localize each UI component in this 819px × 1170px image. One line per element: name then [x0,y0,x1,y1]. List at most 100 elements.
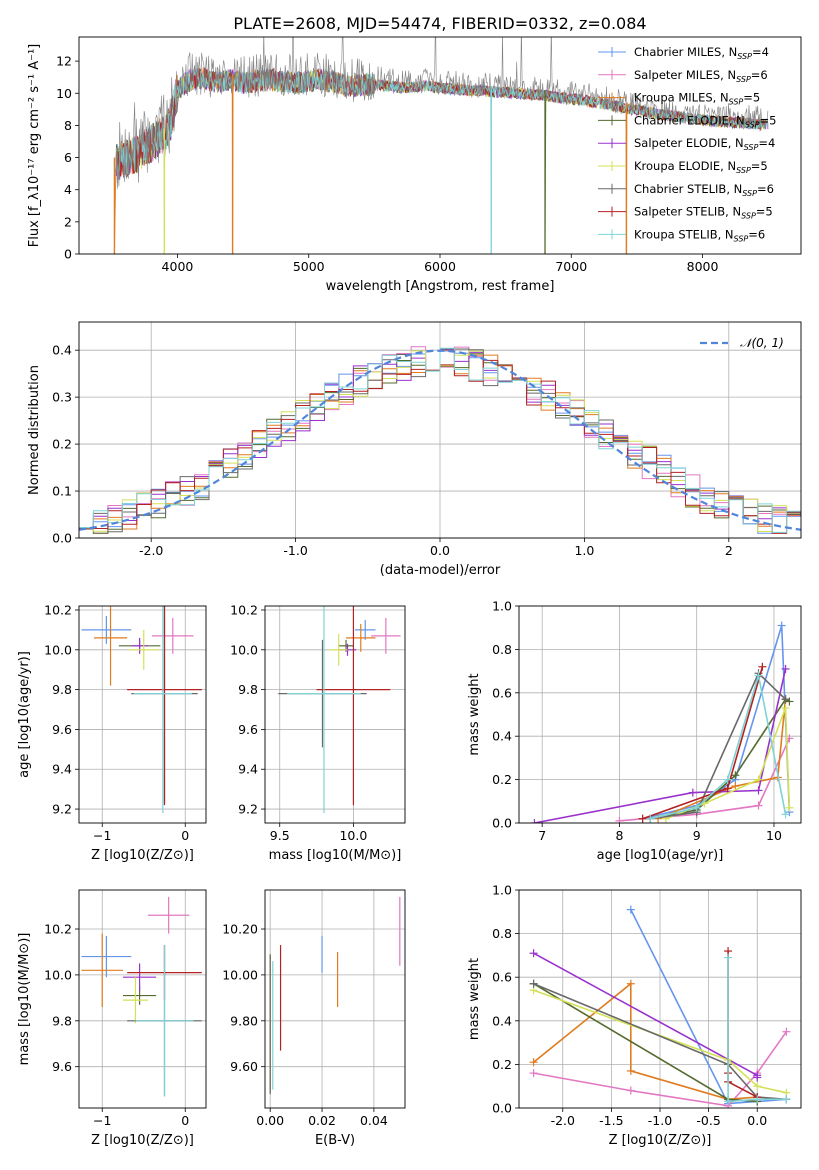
legend-label-value: =4 [752,45,769,59]
chart-age-vs-Z: −1 0 9.2 9.4 9.6 9.8 10.0 10.2 Z [log10(Z/Z⊙)] ag… [17,602,207,863]
legend-label-value: =5 [743,91,760,105]
y-tick-label: 9.2 [52,802,72,817]
error-bar-point [346,623,376,652]
plot-area [81,606,202,814]
legend-label-sub: SSP [736,75,751,84]
mass-weight-line [533,983,758,1103]
error-bar-point [127,606,202,806]
x-tick-label: 5000 [293,259,325,274]
mass-weight-point [731,771,740,780]
x-axis-label: mass [log10(M/M⊙)] [269,848,402,863]
y-tick-label: 10.20 [222,922,258,937]
mass-weight-point [731,782,740,791]
x-tick-label: -2.0 [139,543,163,558]
y-tick-label: 4 [64,182,72,197]
mass-weight-point [754,786,763,795]
ticks: −1 0 9.6 9.8 10.0 10.2 [44,922,189,1128]
x-tick-label: -0.5 [696,1113,720,1128]
mass-weight-line [642,666,764,820]
y-tick-label: 0.2 [492,1057,512,1072]
legend-label: 𝒩(0, 1) [740,336,784,350]
y-tick-label: 0.4 [492,729,512,744]
y-tick-label: 9.60 [230,1059,258,1074]
x-tick-label: -2.0 [551,1113,575,1128]
mass-weight-point [754,671,763,680]
error-bar-point [81,615,132,644]
mass-weight-line [534,668,787,823]
error-bar-point [122,963,157,991]
x-tick-label: -1.0 [283,543,307,558]
mass-weight-point [753,1095,762,1104]
y-tick-label: 6 [64,150,72,165]
y-axis-label: mass weight [467,673,482,755]
y-tick-label: 9.80 [230,1013,258,1028]
mass-weight-point [782,1095,791,1104]
axes-frame [518,605,802,824]
axes-frame [78,321,802,539]
chart-mass-vs-Z: −1 0 9.6 9.8 10.0 10.2 Z [log10(Z/Z⊙)] mass [lo… [17,889,207,1148]
x-tick-label: 8 [615,828,623,843]
y-axis-label: age [log10(age/yr)] [17,651,32,778]
legend-label-name: Chabrier MILES, N [634,45,737,59]
legend-label: Kroupa MILES, NSSP=5 [634,91,760,107]
mass-weight-point [785,803,794,812]
error-bar-point [316,606,391,806]
x-tick-label: 0.0 [747,1113,767,1128]
legend: 𝒩(0, 1) [700,336,784,350]
legend-label: Salpeter ELODIE, NSSP=4 [634,136,775,152]
error-bar-point [329,633,348,666]
legend-label-sub: SSP [736,166,751,175]
mass-weight-point [529,949,538,958]
x-tick-label: −1 [93,828,111,843]
ticks: 9.5 10.0 9.2 9.4 9.6 9.8 10.0 10.2 [230,602,367,843]
error-bar-point [354,619,376,640]
error-bar-point [81,933,123,1008]
mass-weight-point [615,816,624,823]
plot-area [530,621,794,823]
y-tick-label: 10.0 [230,642,258,657]
chart-mass-weight-vs-Z: -2.0 -1.5 -1.0 -0.5 0.0 0.0 0.2 0.4 0.6 0.8 1.0 Z [… [467,883,802,1148]
y-tick-label: 9.2 [238,802,258,817]
x-axis-label: Z [log10(Z/Z⊙)] [609,1133,712,1148]
error-bar-point [131,637,148,654]
x-tick-label: 10 [766,828,782,843]
axes-frame [78,889,207,1109]
mass-weight-line [533,989,787,1094]
x-tick-label: 9.5 [270,828,290,843]
legend-label: Salpeter MILES, NSSP=6 [634,68,768,84]
y-tick-label: 9.8 [52,1013,72,1028]
mass-weight-point [781,810,790,819]
legend-label-sub: SSP [734,234,749,243]
axes-frame [264,889,406,1109]
plot-area [269,896,401,1095]
x-axis-label: age [log10(age/yr)] [597,848,724,863]
legend-label-sub: SSP [745,120,760,129]
y-tick-label: 10 [56,86,72,101]
y-tick-label: 9.8 [52,682,72,697]
chart-mass-weight-vs-age: 7 8 9 10 0.0 0.2 0.4 0.6 0.8 1.0 age [log10(age/yr… [467,599,802,863]
y-tick-label: 0.0 [492,816,512,831]
error-bar-point [81,935,132,978]
error-bar-point [133,606,192,814]
y-tick-label: 0.0 [52,531,72,546]
chart-mass-vs-ebv: 0.00 0.02 0.04 9.60 9.80 10.00 10.20 E(B-V) [222,889,406,1148]
legend-label-sub: SSP [729,98,744,107]
plot-area [113,37,769,254]
x-tick-label: 7000 [555,259,587,274]
legend-label-value: =5 [751,159,768,173]
mass-weight-point [781,695,790,704]
chart-residuals: -2.0 -1.0 0.0 1.0 2 0.0 0.1 0.2 0.3 0.4 (data-mode… [27,321,802,578]
y-tick-label: 0.4 [492,1013,512,1028]
mass-weight-point [626,1086,635,1095]
axes-frame [264,605,406,824]
observed-spectrum-line [115,37,769,189]
grid [265,890,405,1108]
y-tick-label: 10.2 [44,922,72,937]
mass-weight-point [753,1073,762,1082]
mass-weight-point [782,1027,791,1036]
legend-label-name: Chabrier ELODIE, N [634,113,745,127]
y-axis-label: Flux [f_λ10⁻¹⁷ erg cm⁻² s⁻¹ A⁻¹] [27,44,42,248]
ticks: -2.0 -1.5 -1.0 -0.5 0.0 0.0 0.2 0.4 0.6 0.8 1.0 [492,883,767,1129]
error-bar-point [371,617,401,654]
